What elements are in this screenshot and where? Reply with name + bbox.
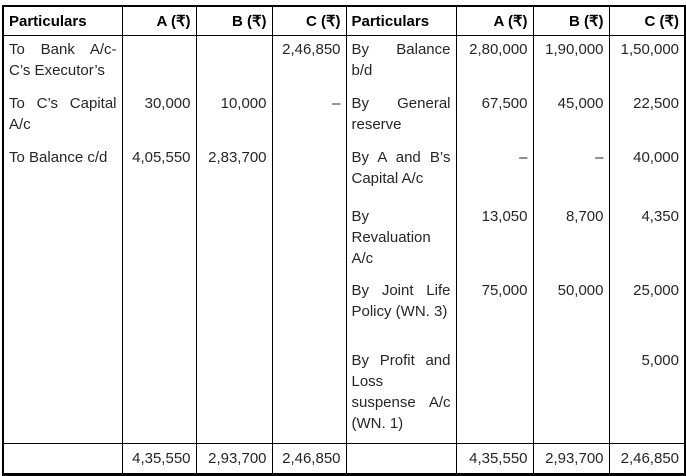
credit-particulars-cell: By Revaluation A/c xyxy=(345,202,456,277)
credit-total-a-cell: 4,35,550 xyxy=(455,443,533,475)
debit-total-c-cell: 2,46,850 xyxy=(271,443,346,475)
header-row: Particulars A (₹) B (₹) C (₹) Particular… xyxy=(3,6,685,36)
table-row: To Bank A/c- C’s Executor’s 2,46,850 By … xyxy=(3,35,685,90)
table-row: By Joint Life Policy (WN. 3) 75,000 50,0… xyxy=(3,276,685,347)
debit-amount-b-cell xyxy=(195,35,272,90)
partners-capital-accounts-table: Particulars A (₹) B (₹) C (₹) Particular… xyxy=(2,5,686,476)
header-credit-col-c: C (₹) xyxy=(608,6,685,36)
debit-amount-a-cell: 30,000 xyxy=(121,89,196,144)
table-row: By Profit and Loss suspense A/c (WN. 1) … xyxy=(3,346,685,444)
credit-amount-a-cell xyxy=(455,346,533,444)
credit-amount-c-cell: 5,000 xyxy=(608,346,685,444)
debit-amount-a-cell: 4,05,550 xyxy=(121,143,196,203)
credit-amount-c-cell: 40,000 xyxy=(608,143,685,203)
debit-amount-c-cell xyxy=(271,143,346,203)
table-row: By Revaluation A/c 13,050 8,700 4,350 xyxy=(3,202,685,277)
debit-amount-b-cell: 2,83,700 xyxy=(195,143,272,203)
debit-amount-b-cell: 10,000 xyxy=(195,89,272,144)
debit-amount-a-cell xyxy=(121,35,196,90)
credit-totals-particulars-cell xyxy=(345,443,456,475)
debit-amount-b-cell xyxy=(195,202,272,277)
credit-amount-a-cell: – xyxy=(455,143,533,203)
totals-row: 4,35,550 2,93,700 2,46,850 4,35,550 2,93… xyxy=(3,443,685,475)
credit-amount-a-cell: 67,500 xyxy=(455,89,533,144)
credit-amount-a-cell: 2,80,000 xyxy=(455,35,533,90)
debit-amount-a-cell xyxy=(121,202,196,277)
credit-amount-b-cell xyxy=(532,346,609,444)
credit-particulars-cell: By Profit and Loss suspense A/c (WN. 1) xyxy=(345,346,456,444)
debit-amount-c-cell xyxy=(271,276,346,347)
header-debit-particulars: Particulars xyxy=(3,6,122,36)
credit-amount-b-cell: 1,90,000 xyxy=(532,35,609,90)
debit-total-b-cell: 2,93,700 xyxy=(195,443,272,475)
debit-amount-a-cell xyxy=(121,276,196,347)
debit-amount-b-cell xyxy=(195,346,272,444)
debit-amount-c-cell xyxy=(271,346,346,444)
credit-amount-c-cell: 22,500 xyxy=(608,89,685,144)
header-debit-col-a: A (₹) xyxy=(121,6,196,36)
credit-total-c-cell: 2,46,850 xyxy=(608,443,685,475)
debit-totals-particulars-cell xyxy=(3,443,122,475)
debit-particulars-cell xyxy=(3,277,122,347)
header-credit-col-a: A (₹) xyxy=(455,6,533,36)
credit-amount-b-cell: 50,000 xyxy=(532,276,609,347)
header-debit-col-c: C (₹) xyxy=(271,6,346,36)
credit-amount-c-cell: 1,50,000 xyxy=(608,35,685,90)
header-credit-col-b: B (₹) xyxy=(532,6,609,36)
credit-particulars-cell: By General reserve xyxy=(345,89,456,144)
header-debit-col-b: B (₹) xyxy=(195,6,272,36)
debit-amount-a-cell xyxy=(121,346,196,444)
debit-amount-c-cell: – xyxy=(271,89,346,144)
debit-particulars-cell xyxy=(3,203,122,277)
credit-amount-c-cell: 25,000 xyxy=(608,276,685,347)
table-row: To Balance c/d 4,05,550 2,83,700 By A an… xyxy=(3,143,685,203)
credit-amount-b-cell: 8,700 xyxy=(532,202,609,277)
debit-amount-c-cell xyxy=(271,202,346,277)
credit-total-b-cell: 2,93,700 xyxy=(532,443,609,475)
credit-amount-c-cell: 4,350 xyxy=(608,202,685,277)
credit-amount-a-cell: 75,000 xyxy=(455,276,533,347)
debit-amount-c-cell: 2,46,850 xyxy=(271,35,346,90)
debit-particulars-cell: To Bank A/c- C’s Executor’s xyxy=(9,41,117,79)
debit-total-a-cell: 4,35,550 xyxy=(121,443,196,475)
debit-amount-b-cell xyxy=(195,276,272,347)
debit-particulars-cell: To C’s Capital A/c xyxy=(9,94,117,133)
table-row: To C’s Capital A/c 30,000 10,000 – By Ge… xyxy=(3,89,685,144)
credit-amount-a-cell: 13,050 xyxy=(455,202,533,277)
debit-particulars-cell: To Balance c/d xyxy=(9,148,108,166)
debit-particulars-cell xyxy=(3,347,122,444)
credit-particulars-cell: By Joint Life Policy (WN. 3) xyxy=(345,276,456,347)
credit-particulars-cell: By Balance b/d xyxy=(345,35,456,90)
header-credit-particulars: Particulars xyxy=(345,6,456,36)
credit-particulars-cell: By A and B’s Capital A/c xyxy=(345,143,456,203)
credit-amount-b-cell: 45,000 xyxy=(532,89,609,144)
credit-amount-b-cell: – xyxy=(532,143,609,203)
